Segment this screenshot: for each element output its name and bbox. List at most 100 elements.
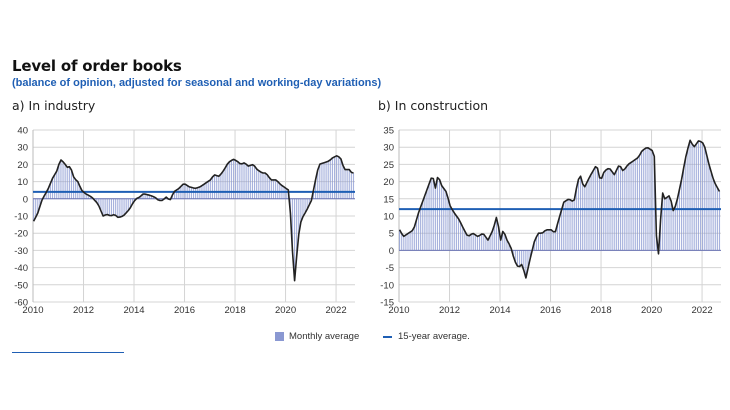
bar — [643, 149, 645, 251]
chart-title: Level of order books — [12, 57, 182, 75]
bar — [693, 146, 695, 251]
bar — [474, 234, 476, 251]
bar — [315, 179, 317, 199]
y-tick-label: 25 — [383, 160, 394, 171]
bar — [569, 199, 571, 251]
bar — [518, 250, 521, 267]
bar — [540, 233, 542, 251]
bar — [413, 226, 415, 251]
x-tick-label: 2018 — [224, 305, 245, 316]
bar — [641, 151, 643, 251]
bar — [35, 198, 37, 218]
bar — [211, 177, 214, 199]
bar — [434, 188, 436, 251]
bar — [127, 198, 129, 211]
bar — [333, 156, 336, 199]
bar — [579, 176, 582, 251]
bar — [226, 164, 228, 199]
bar — [405, 234, 407, 251]
bar — [300, 198, 302, 222]
bar — [611, 171, 613, 251]
bar — [695, 143, 697, 251]
bar — [449, 205, 451, 251]
bar — [687, 147, 689, 251]
bar — [558, 216, 561, 251]
bar — [489, 235, 491, 251]
bar — [144, 194, 146, 199]
bar — [689, 140, 691, 251]
y-tick-label: -5 — [386, 263, 394, 274]
y-tick-label: -10 — [380, 280, 394, 291]
bar — [58, 164, 60, 199]
bar — [565, 200, 567, 251]
bar — [64, 164, 66, 199]
bar — [615, 170, 617, 251]
bar — [108, 198, 110, 216]
bar — [323, 162, 325, 199]
bar — [601, 178, 603, 251]
bar — [85, 194, 87, 199]
bar — [462, 227, 464, 251]
x-tick-label: 2012 — [73, 305, 94, 316]
bar — [451, 209, 453, 251]
panel-title-industry: a) In industry — [12, 98, 96, 113]
bar — [571, 201, 573, 251]
bar — [428, 183, 430, 251]
bar — [56, 170, 58, 199]
bar — [497, 226, 500, 251]
y-tick-label: 35 — [383, 126, 394, 137]
bar — [47, 188, 49, 199]
bar — [516, 250, 519, 267]
bar — [415, 219, 417, 251]
y-tick-label: -50 — [14, 280, 28, 291]
bar — [704, 147, 706, 251]
bar — [352, 173, 355, 199]
bar — [552, 231, 554, 251]
bar — [561, 209, 563, 251]
bar — [96, 198, 98, 203]
bar — [272, 179, 275, 199]
bar — [542, 232, 544, 251]
y-tick-label: 0 — [23, 194, 28, 205]
bar — [613, 174, 615, 251]
bar — [691, 144, 693, 251]
bar — [346, 169, 348, 199]
bar — [123, 198, 125, 216]
y-tick-label: -30 — [14, 246, 28, 257]
bar — [634, 159, 636, 251]
bar — [544, 230, 546, 251]
bar — [702, 142, 704, 251]
bar — [504, 234, 506, 251]
bar — [258, 170, 260, 199]
bar — [685, 156, 687, 251]
bar — [100, 198, 102, 211]
bar — [338, 156, 340, 199]
bar — [190, 187, 193, 199]
bar — [270, 179, 272, 199]
x-tick-label: 2020 — [275, 305, 296, 316]
bar — [329, 159, 331, 199]
bar — [556, 224, 559, 251]
bar — [142, 194, 144, 199]
x-tick-label: 2010 — [388, 305, 409, 316]
bar — [87, 195, 89, 199]
bar — [68, 166, 70, 199]
bar — [483, 234, 485, 251]
bar — [548, 229, 550, 251]
bar — [321, 163, 323, 199]
chart-subtitle: (balance of opinion, adjusted for season… — [12, 77, 382, 89]
bar — [306, 198, 308, 210]
bar — [464, 231, 466, 251]
y-tick-label: 30 — [383, 143, 394, 154]
bar — [283, 187, 285, 199]
bar — [662, 193, 664, 251]
bar — [37, 198, 39, 213]
bar — [220, 174, 222, 199]
bar — [89, 196, 91, 199]
bar — [632, 160, 634, 251]
bar — [674, 206, 676, 251]
bar — [638, 155, 641, 251]
bar — [588, 178, 590, 251]
x-tick-label: 2014 — [489, 305, 510, 316]
